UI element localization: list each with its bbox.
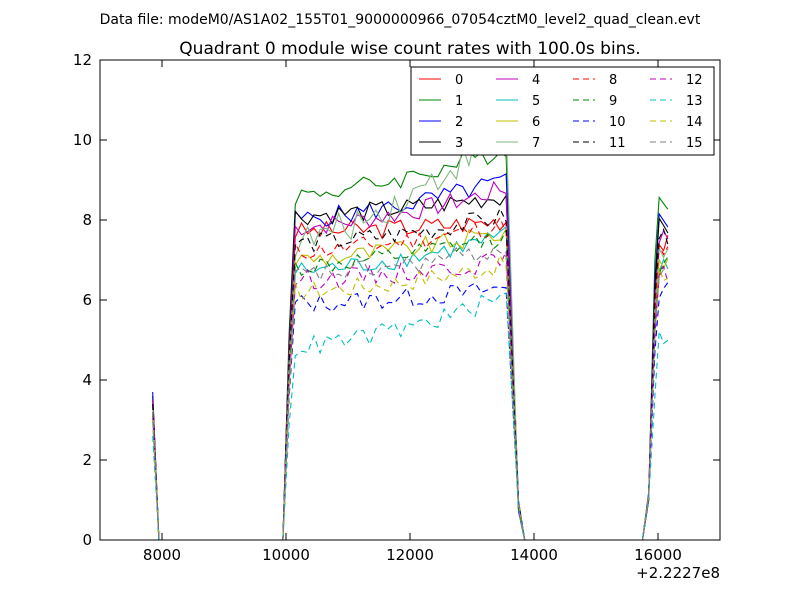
x-tick-label: 10000 (262, 546, 310, 564)
chart-suptitle: Data file: modeM0/AS1A02_155T01_90000009… (100, 12, 701, 28)
series-line-9 (152, 229, 669, 540)
series-line-11 (152, 207, 669, 540)
legend-label: 8 (609, 73, 617, 88)
series-line-15 (152, 246, 669, 540)
y-tick-label: 8 (82, 211, 92, 229)
legend-label: 14 (686, 115, 703, 130)
legend-label: 13 (686, 94, 703, 109)
series-line-7 (152, 124, 669, 540)
y-tick-label: 2 (82, 451, 92, 469)
series-line-8 (152, 216, 669, 540)
x-tick-label: 14000 (510, 546, 558, 564)
y-tick-label: 0 (82, 531, 92, 549)
series-line-2 (152, 173, 669, 540)
series-line-3 (152, 193, 669, 540)
series-line-6 (152, 226, 669, 540)
legend-label: 12 (686, 73, 703, 88)
series-line-14 (152, 253, 669, 540)
legend-label: 4 (532, 73, 540, 88)
y-tick-label: 6 (82, 291, 92, 309)
series-line-5 (152, 226, 669, 540)
legend-label: 2 (455, 115, 463, 130)
y-tick-label: 10 (73, 131, 92, 149)
legend-label: 5 (532, 94, 540, 109)
legend-label: 11 (609, 136, 626, 151)
series-line-1 (152, 150, 669, 540)
chart-title: Quadrant 0 module wise count rates with … (179, 39, 640, 59)
series-line-13 (152, 292, 669, 540)
y-tick-label: 12 (73, 51, 92, 69)
legend-label: 10 (609, 115, 626, 130)
series-layer (152, 124, 669, 540)
legend-label: 15 (686, 136, 703, 151)
legend-label: 7 (532, 136, 540, 151)
legend-box (410, 66, 715, 156)
series-line-0 (152, 217, 669, 540)
x-tick-label: 8000 (143, 546, 181, 564)
x-offset-label: +2.2227e8 (636, 564, 720, 582)
x-tick-label: 12000 (386, 546, 434, 564)
legend-label: 0 (455, 73, 463, 88)
legend-label: 6 (532, 115, 540, 130)
x-tick-label: 16000 (634, 546, 682, 564)
legend-label: 9 (609, 94, 617, 109)
y-tick-label: 4 (82, 371, 92, 389)
series-line-10 (152, 282, 669, 540)
legend-label: 3 (455, 136, 463, 151)
series-line-4 (152, 180, 669, 540)
legend-label: 1 (455, 94, 463, 109)
series-line-12 (152, 251, 669, 540)
